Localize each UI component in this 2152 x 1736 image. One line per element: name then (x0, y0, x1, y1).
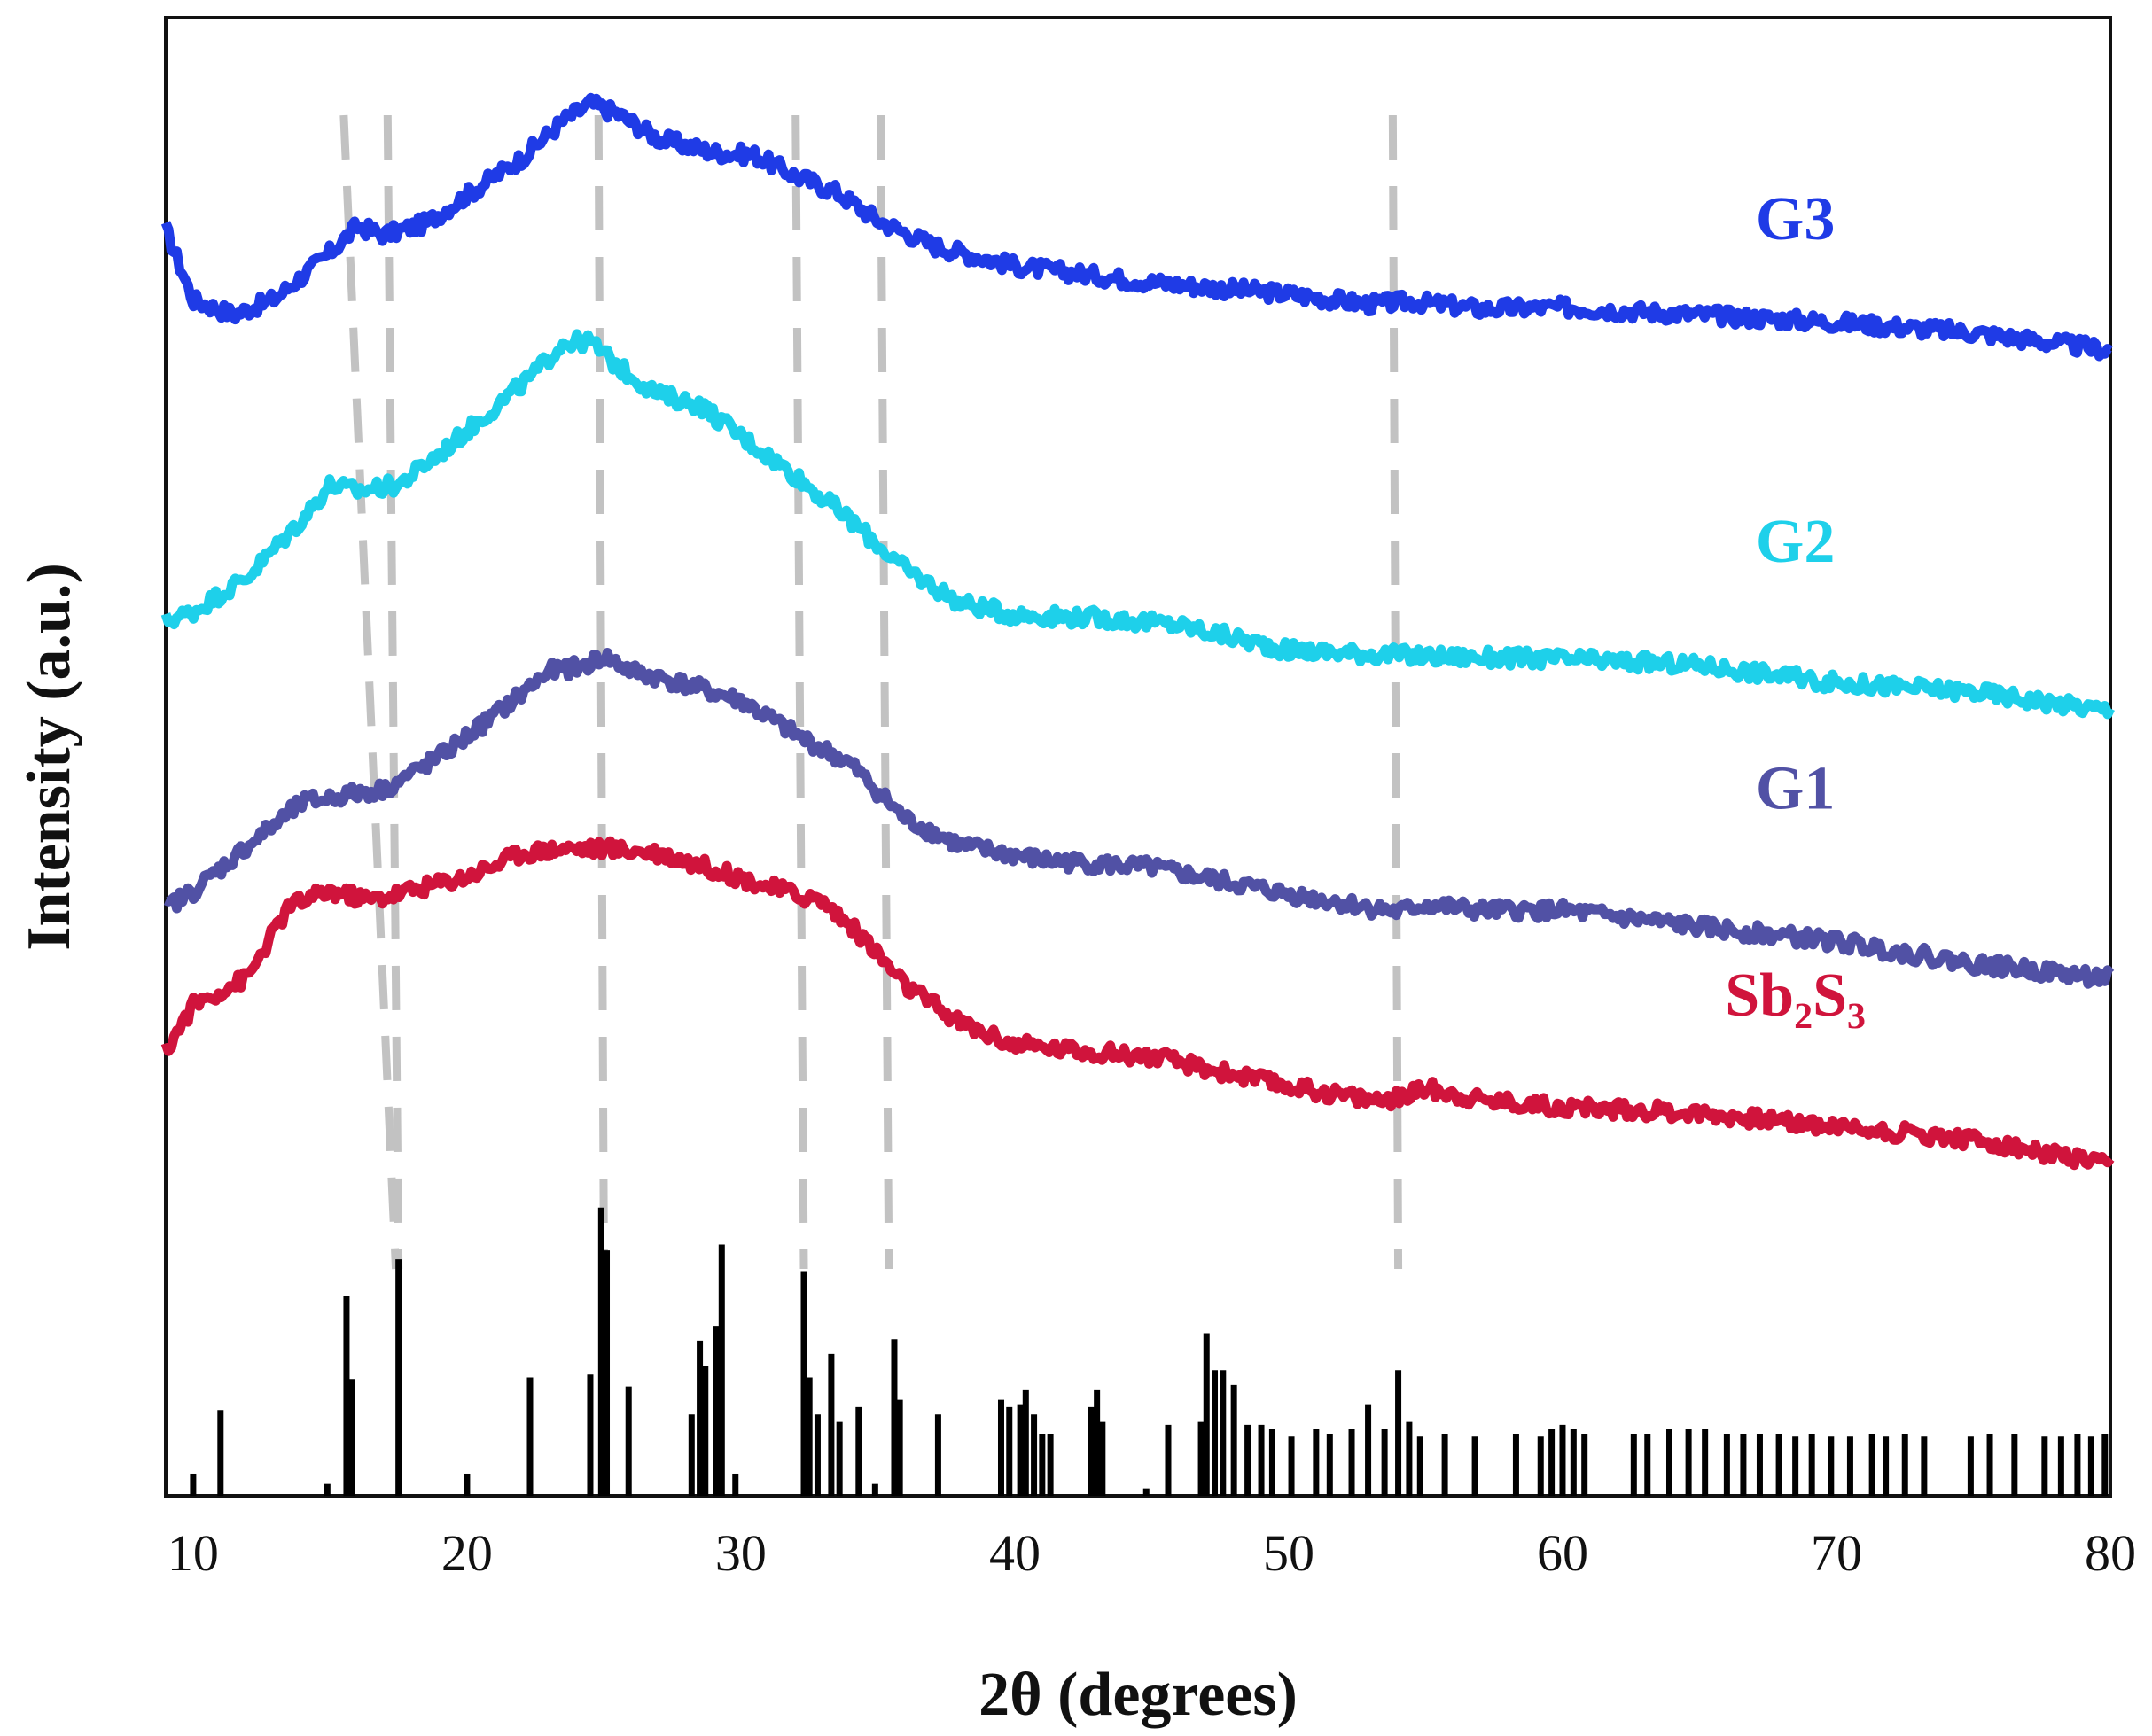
plot-frame (164, 16, 2112, 1498)
x-tick-label: 70 (1811, 1524, 1862, 1582)
guide-line (594, 114, 608, 1270)
series-lines (160, 92, 2115, 1171)
series-line-g3 (160, 92, 2113, 362)
series-line-sb2s3 (160, 836, 2115, 1171)
y-axis-title: Intensity (a.u.) (15, 563, 83, 951)
guide-lines (339, 114, 1403, 1270)
guide-line (339, 114, 401, 1270)
series-line-g1 (163, 648, 2115, 989)
series-label-sb2s3: Sb₂S₃ (1725, 961, 1866, 1030)
x-axis-ticks: 10 20 30 40 50 60 70 80 (168, 1524, 2136, 1582)
x-axis-title: 2θ (degrees) (979, 1661, 1298, 1729)
series-label-g2: G2 (1756, 508, 1835, 576)
x-tick-label: 60 (1537, 1524, 1588, 1582)
x-tick-label: 50 (1263, 1524, 1314, 1582)
series-line-g2 (160, 329, 2115, 720)
x-tick-label: 40 (989, 1524, 1041, 1582)
x-tick-label: 20 (441, 1524, 493, 1582)
guide-line (791, 114, 808, 1270)
series-labels: G3 G2 G1 Sb₂S₃ (1725, 185, 1866, 1030)
x-tick-label: 80 (2085, 1524, 2136, 1582)
series-label-g1: G1 (1756, 754, 1835, 822)
guide-line (877, 114, 893, 1270)
reference-pattern (190, 1207, 2109, 1496)
series-label-g3: G3 (1756, 185, 1835, 253)
guide-line (383, 114, 403, 1270)
x-tick-label: 10 (168, 1524, 219, 1582)
x-tick-label: 30 (715, 1524, 767, 1582)
guide-line (1388, 114, 1403, 1270)
